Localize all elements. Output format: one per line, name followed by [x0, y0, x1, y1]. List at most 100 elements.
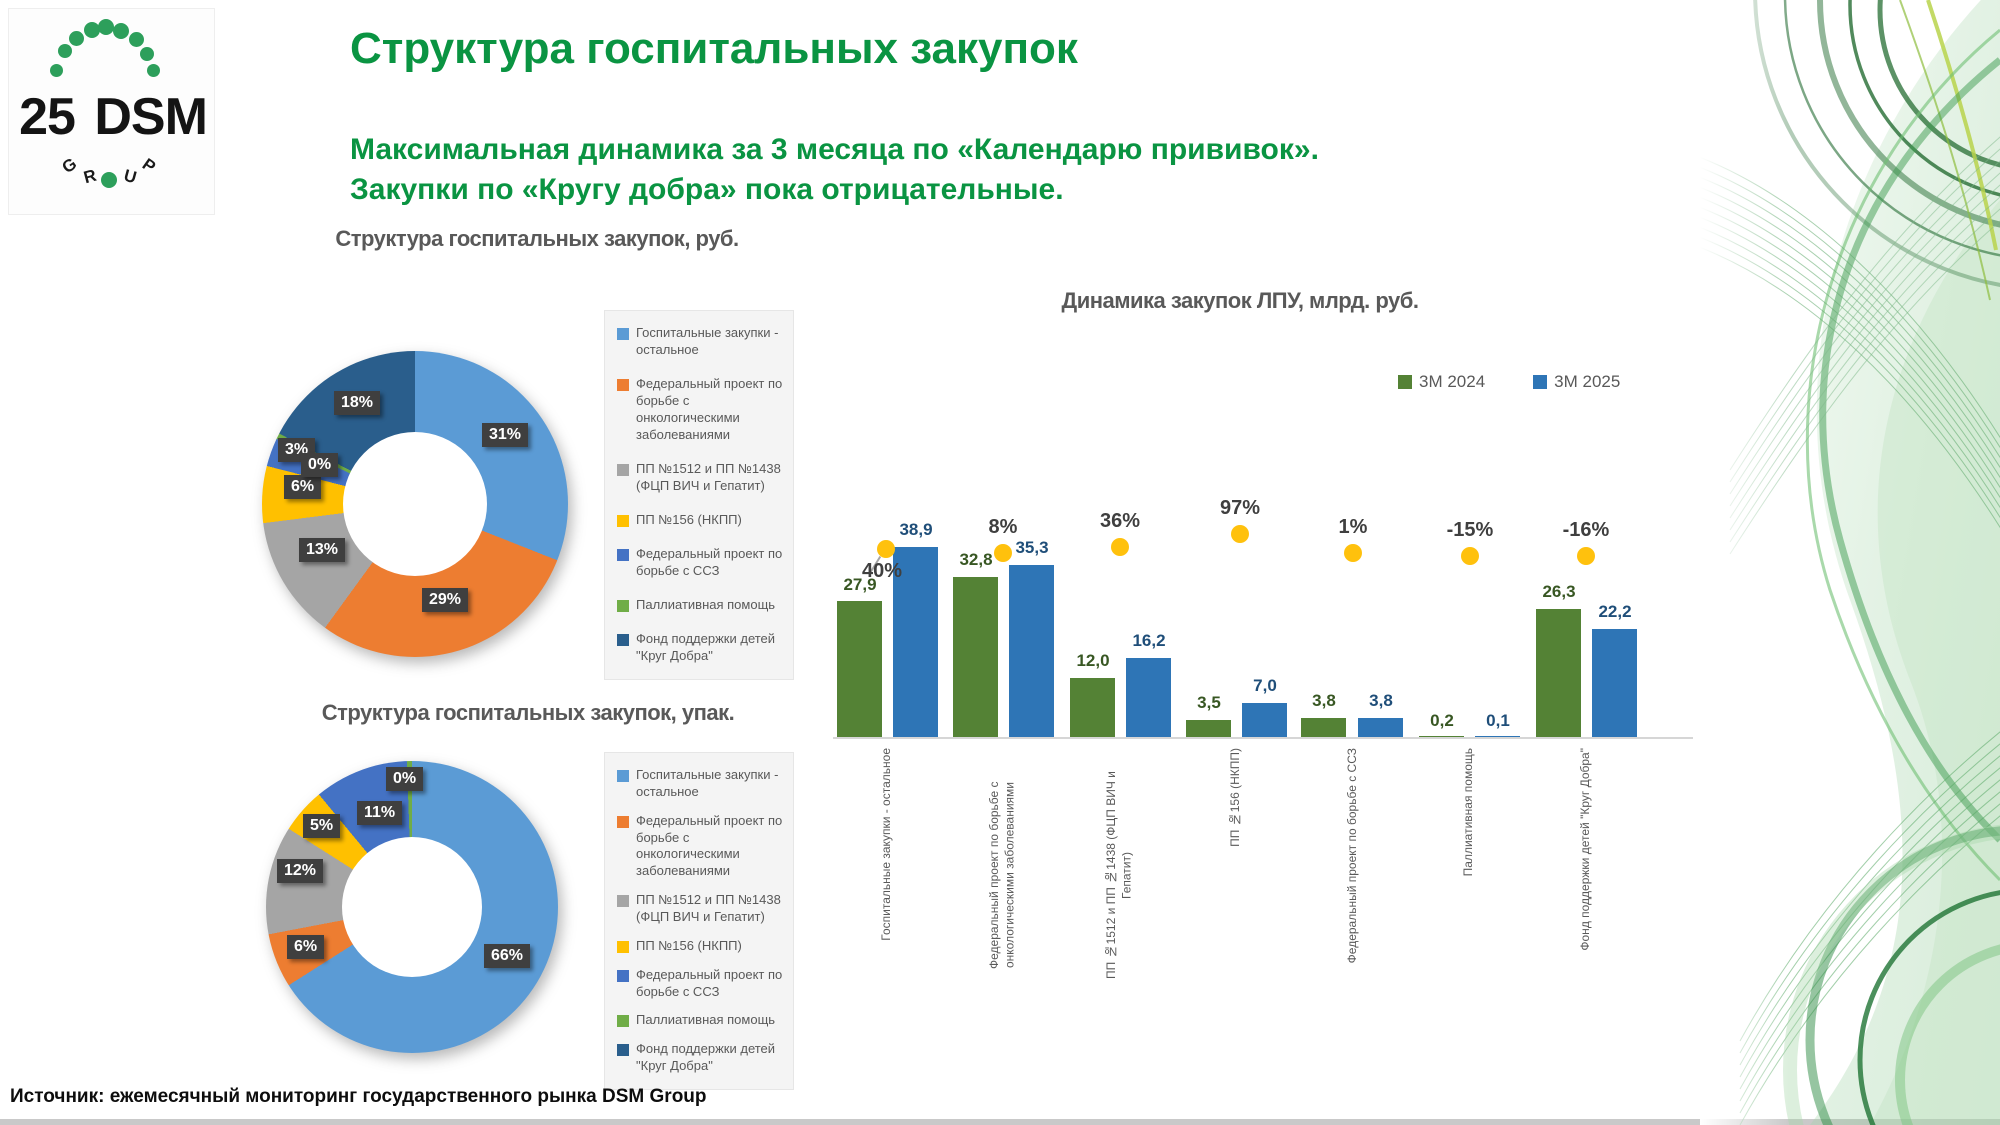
growth-label-g7: -16%	[1562, 519, 1610, 541]
x-axis-label-g1: Госпитальные закупки - остальное	[879, 748, 894, 941]
bar-2024-g4	[1186, 720, 1231, 737]
value-2024-g6: 0,2	[1430, 711, 1454, 730]
pie2-legend: Госпитальные закупки - остальное Федерал…	[604, 752, 794, 1090]
bar-2025-g5	[1358, 718, 1403, 737]
x-axis-label-g7: Фонд поддержки детей "Круг Добра"	[1578, 748, 1593, 951]
subtitle-line-1: Максимальная динамика за 3 месяца по «Ка…	[350, 133, 1319, 166]
bar-2025-g2	[1009, 565, 1054, 737]
value-2025-g4: 7,0	[1253, 676, 1277, 695]
legend-item: Госпитальные закупки - остальное	[617, 767, 785, 801]
legend-swatch	[617, 895, 629, 908]
legend-swatch	[617, 600, 629, 613]
legend-swatch	[617, 514, 629, 527]
value-2025-g2: 35,3	[1015, 538, 1049, 557]
pie1-label-29: 29%	[422, 588, 469, 612]
logo-dot	[140, 47, 154, 61]
pie1-label-0: 0%	[301, 453, 339, 477]
pie2-title: Структура госпитальных закупок, упак.	[321, 700, 735, 725]
bar-2024-g3	[1070, 678, 1115, 737]
value-2025-g1: 38,9	[899, 520, 933, 539]
dsm-logo: 25 DSM G R U P	[8, 8, 215, 215]
logo-dot	[147, 64, 160, 77]
value-2025-g3: 16,2	[1132, 631, 1166, 650]
value-2025-g6: 0,1	[1486, 711, 1510, 730]
bar-2025-g1	[893, 547, 938, 737]
value-2024-g4: 3,5	[1197, 693, 1221, 712]
legend-item: ПП №1512 и ПП №1438 (ФЦП ВИЧ и Гепатит)	[617, 892, 785, 926]
logo-letter-o-dot	[101, 172, 117, 188]
logo-dot	[98, 19, 114, 35]
legend-swatch	[617, 770, 629, 782]
logo-letter: P	[138, 154, 160, 177]
legend-item: Федеральный проект по борьбе с ССЗ	[617, 546, 785, 580]
legend-item: Федеральный проект по борьбе с онкологич…	[617, 813, 785, 881]
slide-subtitle: Максимальная динамика за 3 месяца по «Ка…	[350, 130, 1319, 209]
bar-2024-g5	[1301, 718, 1346, 737]
legend-swatch	[617, 634, 629, 647]
logo-dot	[84, 22, 100, 38]
bar-2025-g6	[1475, 736, 1520, 737]
logo-letter: U	[121, 165, 139, 188]
legend-swatch	[617, 379, 629, 392]
bar-2025-g7	[1592, 629, 1637, 737]
x-axis-label-g6: Паллиативная помощь	[1461, 748, 1476, 877]
growth-label-g6: -15%	[1446, 519, 1494, 541]
value-2024-g5: 3,8	[1312, 691, 1336, 710]
legend-swatch	[617, 815, 629, 828]
pie1-label-31: 31%	[482, 423, 529, 447]
logo-dot	[69, 31, 84, 46]
growth-label-g2: 8%	[988, 516, 1018, 538]
pie1-title: Структура госпитальных закупок, руб.	[335, 226, 739, 251]
growth-dot-g4	[1231, 525, 1249, 543]
legend-label-2025: 3М 2025	[1554, 372, 1621, 391]
bar-2024-g7	[1536, 609, 1581, 737]
value-2025-g7: 22,2	[1598, 602, 1632, 621]
x-axis-label-g3: ПП №1512 и ПП №1438 (ФЦП ВИЧ и Гепатит)	[1104, 771, 1134, 980]
legend-swatch	[617, 463, 629, 476]
legend-swatch-2024	[1398, 375, 1412, 389]
legend-item: Фонд поддержки детей "Круг Добра"	[617, 1041, 785, 1075]
growth-dot-g3	[1111, 538, 1129, 556]
growth-label-g4: 97%	[1219, 497, 1261, 519]
value-2024-g7: 26,3	[1542, 582, 1576, 601]
bottom-edge-strip	[0, 1119, 2000, 1125]
legend-label-2024: 3М 2024	[1419, 372, 1486, 391]
growth-dot-g1	[877, 540, 895, 558]
logo-letter: R	[81, 165, 99, 188]
legend-swatch	[617, 328, 629, 340]
logo-dot	[58, 44, 72, 58]
legend-item: Фонд поддержки детей "Круг Добра"	[617, 631, 785, 665]
pie2-label-12: 12%	[277, 859, 324, 883]
legend-item: Федеральный проект по борьбе с ССЗ	[617, 967, 785, 1001]
legend-swatch	[617, 1015, 629, 1028]
x-axis-label-g5: Федеральный проект по борьбе с ССЗ	[1345, 748, 1360, 964]
legend-swatch	[617, 549, 629, 562]
legend-swatch	[617, 940, 629, 953]
bar-2025-g4	[1242, 703, 1287, 737]
source-note: Источник: ежемесячный мониторинг государ…	[10, 1086, 707, 1107]
bar-chart-legend: 3М 2024 3М 2025	[1398, 372, 1620, 392]
x-axis-label-g2: Федеральный проект по борьбе с онкологич…	[987, 781, 1017, 970]
legend-item: ПП №156 (НКПП)	[617, 938, 785, 955]
pie2-label-66: 66%	[484, 944, 531, 968]
x-axis-line	[833, 737, 1693, 739]
legend-item: Паллиативная помощь	[617, 1012, 785, 1029]
growth-dot-g5	[1344, 544, 1362, 562]
growth-dot-g6	[1461, 547, 1479, 565]
growth-label-g5: 1%	[1338, 516, 1368, 538]
bar-chart-title: Динамика закупок ЛПУ, млрд. руб.	[1061, 288, 1419, 313]
pie2-label-11: 11%	[357, 801, 403, 825]
pie2-label-0: 0%	[386, 767, 424, 791]
legend-item: ПП №1512 и ПП №1438 (ФЦП ВИЧ и Гепатит)	[617, 461, 785, 495]
legend-item: Паллиативная помощь	[617, 597, 785, 614]
decorative-green-waves	[1700, 0, 2000, 1125]
logo-letter: G	[58, 154, 81, 178]
legend-item: ПП №156 (НКПП)	[617, 512, 785, 529]
pie1-legend: Госпитальные закупки - остальное Федерал…	[604, 310, 794, 680]
pie2-hole	[342, 837, 482, 977]
x-axis-label-g4: ПП №156 (НКПП)	[1228, 748, 1243, 847]
pie2-label-6: 6%	[287, 935, 325, 959]
bar-2025-g3	[1126, 658, 1171, 737]
pie1-label-13: 13%	[299, 538, 346, 562]
growth-dot-g7	[1577, 547, 1595, 565]
